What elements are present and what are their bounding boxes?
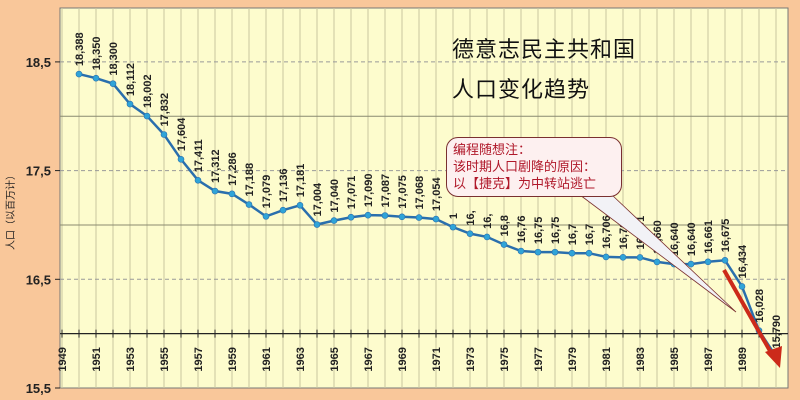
svg-text:18,002: 18,002	[142, 74, 154, 108]
svg-text:1983: 1983	[635, 347, 647, 371]
svg-text:17,040: 17,040	[329, 179, 341, 213]
svg-text:1: 1	[448, 213, 460, 219]
svg-text:17,136: 17,136	[278, 169, 290, 203]
callout-line3: 以【捷克】为中转站逃亡	[453, 177, 597, 192]
svg-text:17,004: 17,004	[312, 182, 324, 217]
svg-text:16,7: 16,7	[584, 224, 596, 245]
svg-text:16,640: 16,640	[669, 222, 681, 256]
y-axis-label: 人口（以百万计）	[6, 170, 17, 250]
svg-text:1961: 1961	[261, 347, 273, 371]
svg-text:16,675: 16,675	[720, 219, 732, 253]
chart-title-line1: 德意志民主共和国	[452, 38, 637, 63]
svg-text:1979: 1979	[567, 347, 579, 371]
svg-text:17,5: 17,5	[26, 164, 51, 179]
chart-title-line2: 人口变化趋势	[452, 78, 591, 103]
svg-text:17,604: 17,604	[176, 117, 188, 152]
svg-text:17,079: 17,079	[261, 175, 273, 209]
svg-text:1951: 1951	[91, 347, 103, 371]
callout-line1: 编程随想注：	[453, 143, 532, 158]
svg-text:15,5: 15,5	[26, 381, 51, 396]
svg-text:17,181: 17,181	[295, 164, 307, 198]
annotation-callout: 编程随想注： 该时期人口剧降的原因： 以【捷克】为中转站逃亡	[446, 137, 622, 197]
svg-text:1973: 1973	[465, 347, 477, 371]
svg-text:16,8: 16,8	[499, 215, 511, 236]
svg-text:1949: 1949	[57, 347, 69, 371]
svg-text:18,350: 18,350	[91, 37, 103, 71]
svg-text:18,388: 18,388	[74, 32, 86, 66]
svg-text:16,75: 16,75	[533, 217, 545, 245]
svg-text:17,286: 17,286	[227, 152, 239, 186]
svg-text:18,112: 18,112	[125, 63, 137, 96]
callout-line2: 该时期人口剧降的原因：	[453, 160, 597, 175]
svg-text:1953: 1953	[125, 347, 137, 371]
svg-text:18,5: 18,5	[26, 55, 51, 70]
svg-text:16,640: 16,640	[686, 222, 698, 256]
svg-text:15,790: 15,790	[771, 315, 783, 349]
svg-text:16,: 16,	[465, 210, 477, 225]
svg-text:17,068: 17,068	[414, 176, 426, 210]
svg-text:17,312: 17,312	[210, 149, 222, 183]
decline-arrow	[722, 269, 776, 359]
svg-text:16,706: 16,706	[601, 215, 613, 249]
svg-text:1957: 1957	[193, 347, 205, 371]
svg-text:17,832: 17,832	[159, 93, 171, 127]
svg-text:18,300: 18,300	[108, 42, 120, 76]
svg-text:17,411: 17,411	[193, 139, 205, 172]
svg-text:1965: 1965	[329, 347, 341, 371]
svg-text:1959: 1959	[227, 347, 239, 371]
svg-text:17,188: 17,188	[244, 163, 256, 197]
svg-text:1967: 1967	[363, 347, 375, 371]
svg-text:16,5: 16,5	[26, 272, 51, 287]
svg-text:1977: 1977	[533, 347, 545, 371]
svg-text:16,7: 16,7	[567, 224, 579, 245]
svg-text:1969: 1969	[397, 347, 409, 371]
svg-text:1981: 1981	[601, 347, 613, 371]
svg-text:1985: 1985	[669, 347, 681, 371]
svg-text:16,75: 16,75	[550, 217, 562, 245]
svg-text:17,075: 17,075	[397, 175, 409, 209]
svg-text:1963: 1963	[295, 347, 307, 371]
svg-text:16,028: 16,028	[754, 289, 766, 323]
svg-text:1987: 1987	[703, 347, 715, 371]
svg-text:17,090: 17,090	[363, 174, 375, 208]
svg-text:1955: 1955	[159, 347, 171, 371]
svg-text:16,76: 16,76	[516, 216, 528, 244]
svg-text:16,434: 16,434	[737, 244, 749, 279]
svg-text:17,071: 17,071	[346, 176, 358, 210]
svg-text:1989: 1989	[737, 347, 749, 371]
svg-text:16,: 16,	[482, 214, 494, 229]
svg-text:1975: 1975	[499, 347, 511, 371]
svg-text:17,054: 17,054	[431, 177, 443, 212]
svg-text:17,087: 17,087	[380, 174, 392, 208]
svg-text:1971: 1971	[431, 347, 443, 371]
svg-text:16,661: 16,661	[703, 220, 715, 254]
